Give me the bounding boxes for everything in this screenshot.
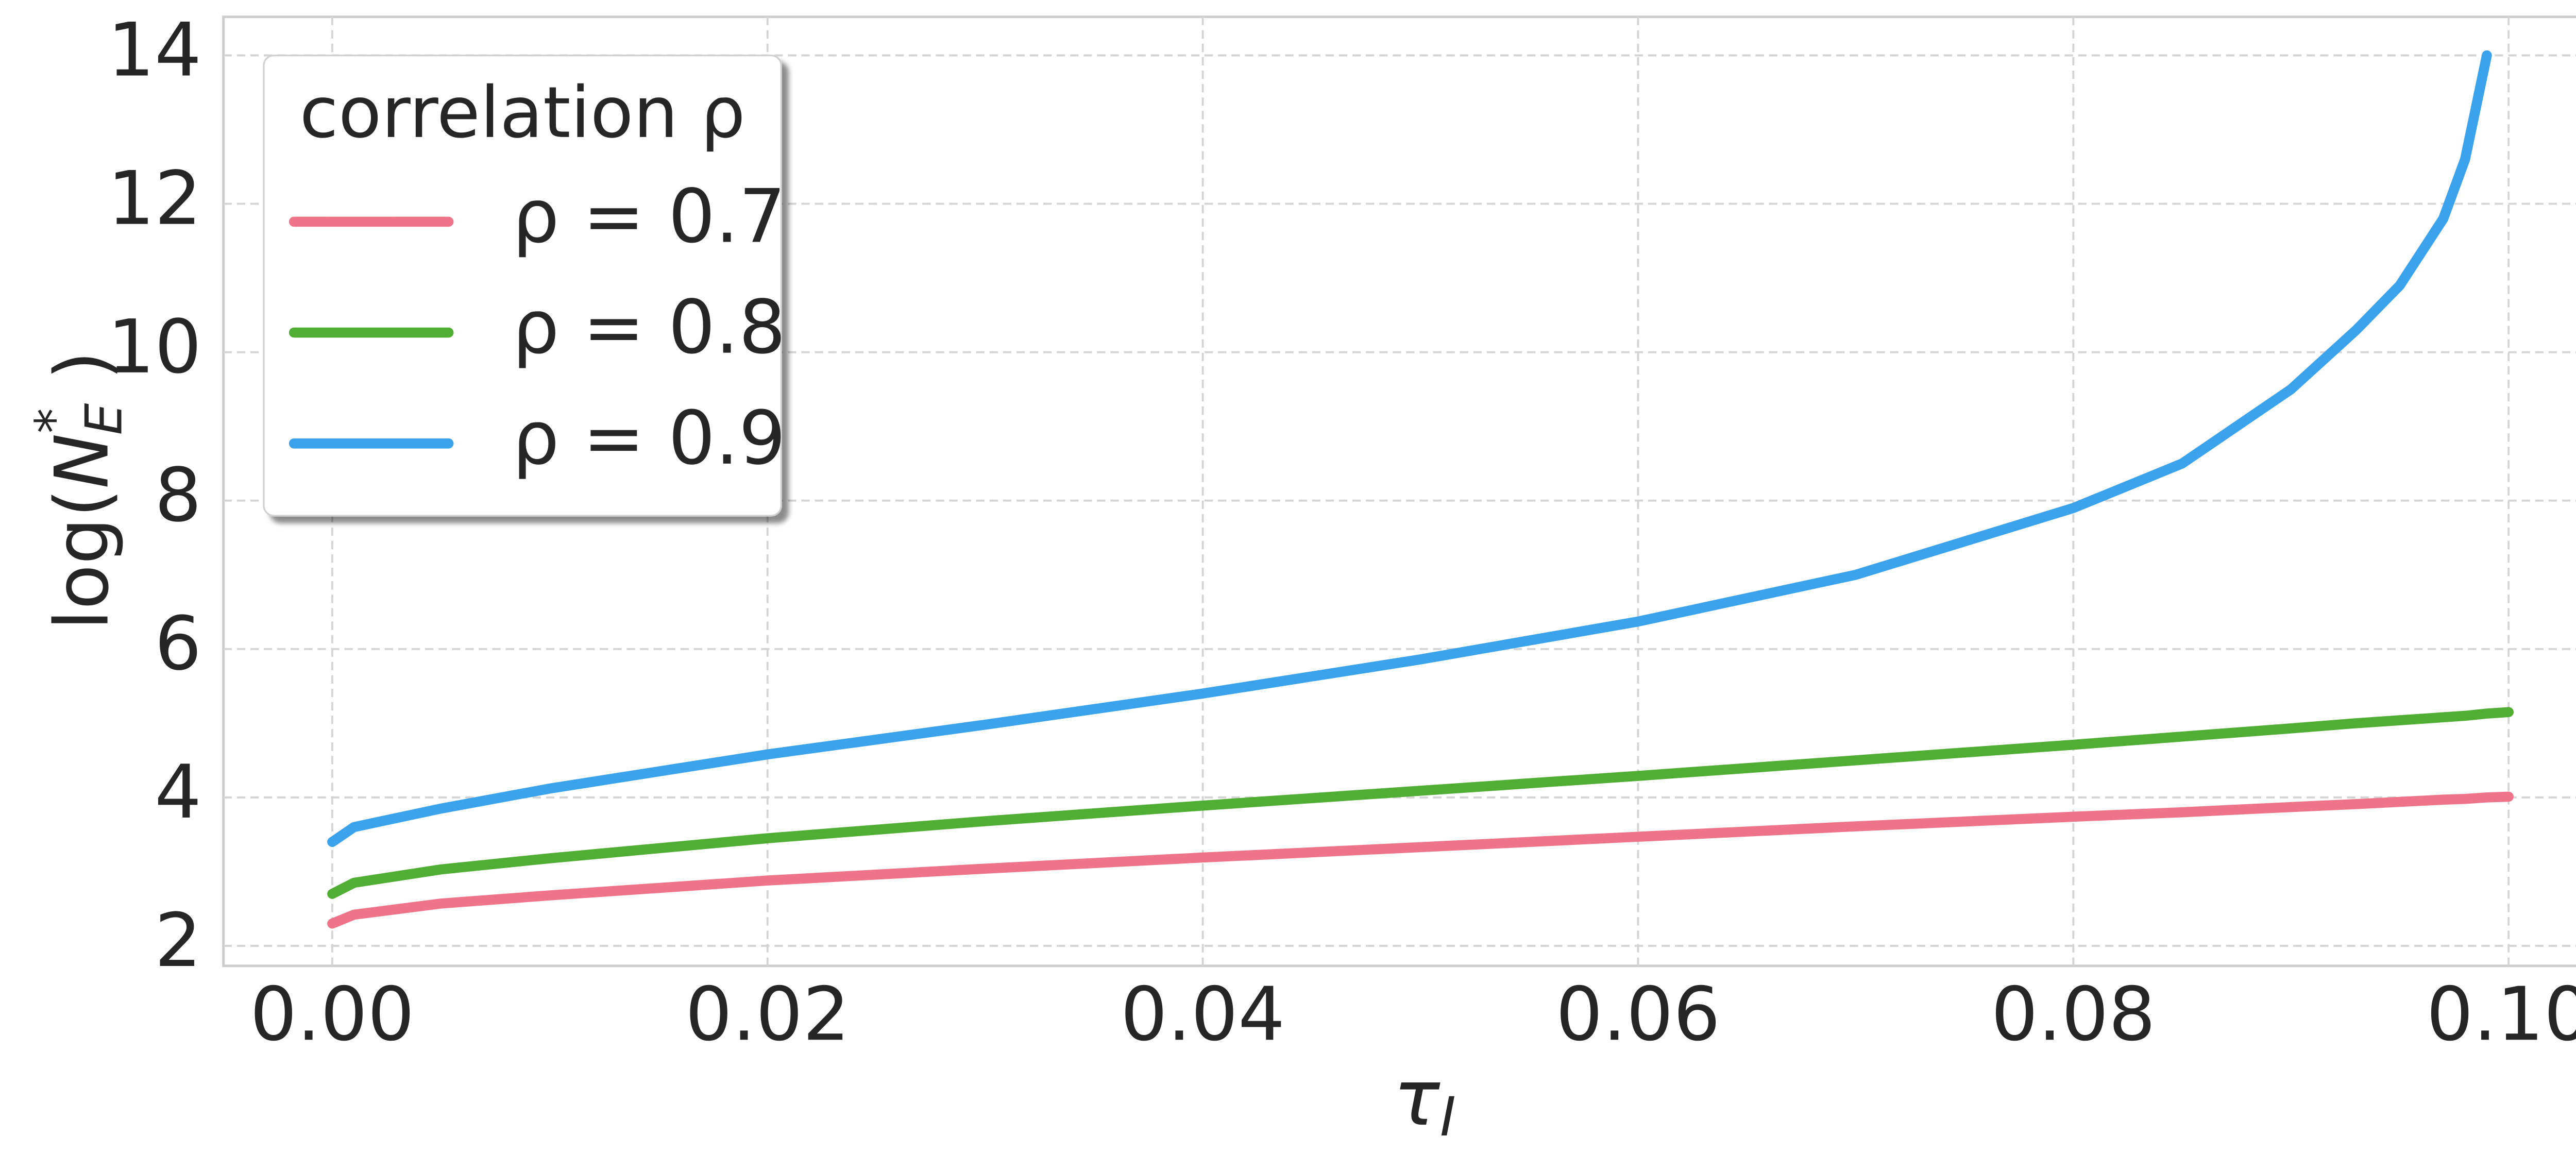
x-axis-label: τI [1394, 1054, 1456, 1148]
y-tick-label: 8 [155, 452, 201, 538]
x-tick-label: 0.02 [685, 971, 850, 1057]
legend-label: ρ = 0.9 [513, 395, 786, 481]
y-label-base: N [39, 433, 125, 488]
y-tick-label: 14 [108, 7, 202, 93]
x-tick-label: 0.00 [250, 971, 414, 1057]
series-line [327, 50, 2492, 847]
legend-label: ρ = 0.8 [513, 284, 786, 370]
x-tick-label: 0.08 [1991, 971, 2156, 1057]
x-tick-label: 0.04 [1121, 971, 1285, 1057]
y-tick-label: 2 [155, 897, 201, 983]
legend-label: ρ = 0.7 [513, 173, 786, 259]
x-tick-label: 0.10 [2426, 971, 2576, 1057]
y-tick-label: 4 [155, 749, 201, 835]
y-tick-label: 10 [108, 304, 202, 390]
legend-title: correlation ρ [299, 72, 745, 154]
x-tick-label: 0.06 [1556, 971, 1720, 1057]
y-label-sup: * [25, 408, 83, 433]
legend-box [263, 54, 782, 517]
x-label-base: τ [1394, 1054, 1440, 1143]
series-line [327, 791, 2514, 929]
y-label-suffix: ) [39, 351, 125, 403]
x-label-sub: I [1440, 1085, 1456, 1148]
y-label-prefix: log( [39, 488, 125, 630]
y-tick-label: 6 [155, 601, 201, 687]
y-axis-label: log(N*E ) [25, 351, 134, 630]
y-tick-label: 12 [108, 156, 202, 242]
y-label-sub: E [75, 403, 134, 435]
series-line [327, 707, 2514, 899]
